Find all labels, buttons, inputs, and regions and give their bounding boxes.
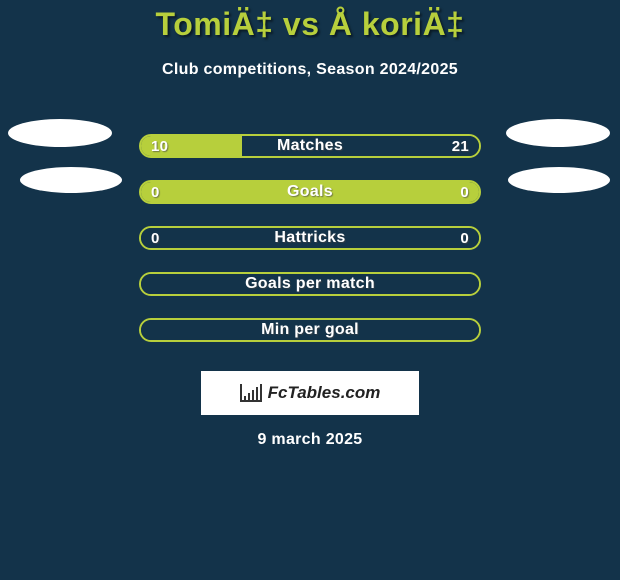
stat-row: Goals per match [0,261,620,307]
logo-bar [248,393,250,400]
logo-bar [256,387,258,400]
infographic-canvas: TomiÄ‡ vs Å koriÄ‡ Club competitions, Se… [0,0,620,580]
bar-text: Goals per match [141,274,479,294]
right-ellipse [506,119,610,147]
logo-bar [244,396,246,400]
stat-row: 10Matches21 [0,123,620,169]
stat-label: Hattricks [141,229,479,247]
bar-text: 0Goals0 [141,182,479,202]
stat-bar: 0Goals0 [139,180,481,204]
stat-label: Matches [141,137,479,155]
logo-bar [260,384,262,400]
bar-text: Min per goal [141,320,479,340]
stat-bar: Goals per match [139,272,481,296]
page-title: TomiÄ‡ vs Å koriÄ‡ [0,0,620,43]
bar-text: 0Hattricks0 [141,228,479,248]
stat-bar: 0Hattricks0 [139,226,481,250]
stat-label: Goals per match [141,275,479,293]
stat-row: Min per goal [0,307,620,353]
bar-text: 10Matches21 [141,136,479,156]
stat-row: 0Goals0 [0,169,620,215]
stat-label: Min per goal [141,321,479,339]
subtitle: Club competitions, Season 2024/2025 [0,61,620,79]
right-ellipse [508,167,610,193]
stat-label: Goals [141,183,479,201]
left-value: 0 [151,184,160,201]
right-value: 0 [460,230,469,247]
right-value: 0 [460,184,469,201]
stat-bar: 10Matches21 [139,134,481,158]
fctables-logo: FcTables.com [201,371,419,415]
logo-bar [252,390,254,400]
bar-chart-icon [240,384,262,402]
left-value: 10 [151,138,168,155]
stat-bar: Min per goal [139,318,481,342]
right-value: 21 [452,138,469,155]
stat-row: 0Hattricks0 [0,215,620,261]
stat-rows: 10Matches210Goals00Hattricks0Goals per m… [0,123,620,353]
date-text: 9 march 2025 [0,431,620,449]
left-ellipse [20,167,122,193]
left-ellipse [8,119,112,147]
left-value: 0 [151,230,160,247]
logo-text: FcTables.com [268,383,381,403]
